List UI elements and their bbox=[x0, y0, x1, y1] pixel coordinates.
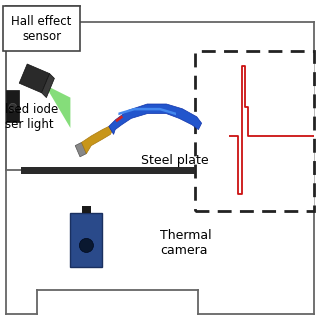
Text: Steel plate: Steel plate bbox=[141, 154, 208, 166]
Circle shape bbox=[9, 103, 17, 111]
Text: lsed iode
ser light: lsed iode ser light bbox=[5, 103, 58, 131]
Polygon shape bbox=[45, 85, 70, 128]
Text: Hall effect
sensor: Hall effect sensor bbox=[12, 15, 72, 43]
Bar bbox=[3, 6, 80, 51]
Bar bbox=[70, 213, 102, 267]
Polygon shape bbox=[42, 74, 54, 98]
Bar bbox=[21, 167, 195, 174]
Bar bbox=[195, 51, 314, 211]
Polygon shape bbox=[118, 108, 176, 115]
Polygon shape bbox=[109, 104, 202, 134]
Polygon shape bbox=[19, 64, 50, 93]
Polygon shape bbox=[82, 126, 114, 154]
Bar bbox=[6, 90, 19, 122]
Polygon shape bbox=[115, 115, 123, 122]
Polygon shape bbox=[75, 142, 86, 157]
Polygon shape bbox=[202, 123, 229, 137]
Text: Thermal
camera: Thermal camera bbox=[160, 229, 212, 257]
Circle shape bbox=[79, 238, 93, 252]
Bar bbox=[82, 206, 91, 213]
